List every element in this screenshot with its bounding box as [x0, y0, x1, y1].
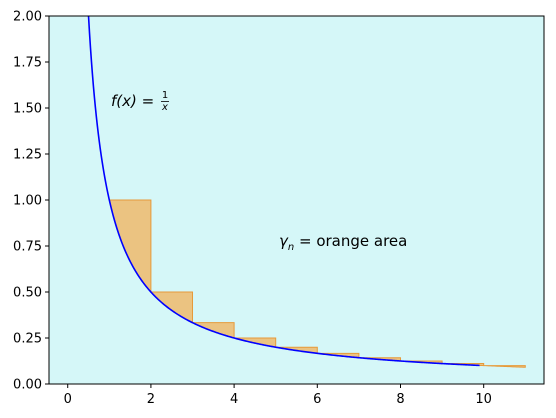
function-equals: =: [137, 92, 154, 110]
y-tick-label-4: 1.00: [13, 194, 42, 209]
y-tick-label-7: 1.75: [13, 56, 42, 71]
y-tick-label-5: 1.25: [13, 148, 42, 163]
curve-1-over-x: [87, 16, 480, 367]
x-tick-label-1: 2: [147, 392, 155, 407]
y-tick-label-6: 1.50: [13, 102, 42, 117]
x-tick-label-4: 8: [396, 392, 404, 407]
function-lhs: f(x): [111, 92, 137, 110]
x-tick-label-3: 6: [313, 392, 321, 407]
function-numerator: 1: [162, 90, 168, 101]
gamma-subscript: n: [288, 242, 294, 253]
function-denominator: x: [161, 102, 168, 113]
gamma-symbol: γ: [279, 232, 289, 250]
y-tick-label-8: 2.00: [13, 10, 42, 25]
function-label: f(x) =: [111, 92, 154, 110]
orange-bar-10: [483, 365, 526, 368]
y-tick-label-0: 0.00: [13, 378, 42, 393]
y-tick-label-2: 0.50: [13, 286, 42, 301]
y-axis: 0.00 0.25 0.50 0.75 1.00 1.25 1.50 1.75 2.00: [13, 10, 49, 393]
gamma-rest: = orange area: [294, 232, 407, 250]
y-tick-label-3: 0.75: [13, 240, 42, 255]
x-axis: 0 2 4 6 8 10: [64, 384, 492, 407]
x-tick-label-0: 0: [64, 392, 72, 407]
gamma-annotation: γn = orange area: [279, 232, 407, 253]
curve-layer: [87, 16, 480, 367]
x-tick-label-5: 10: [475, 392, 492, 407]
x-tick-label-2: 4: [230, 392, 238, 407]
y-tick-label-1: 0.25: [13, 332, 42, 347]
